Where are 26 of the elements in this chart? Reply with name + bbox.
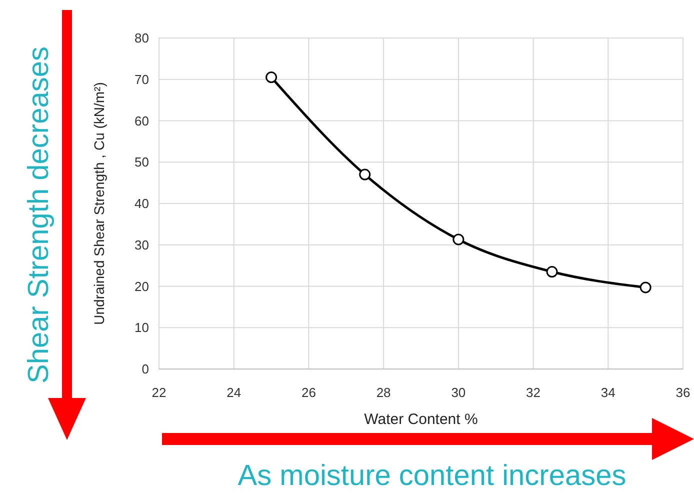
x-axis-title: Water Content % — [364, 411, 478, 428]
x-tick-label: 34 — [600, 385, 616, 400]
point — [359, 168, 371, 180]
point — [546, 266, 558, 278]
point — [640, 282, 652, 294]
x-tick-label: 28 — [376, 385, 391, 400]
x-tick-label: 36 — [676, 385, 690, 400]
x-tick-label: 32 — [526, 385, 541, 400]
y-tick-label: 20 — [134, 278, 149, 294]
text: Shear Strength decreases — [23, 46, 55, 384]
x-tick-label: 26 — [301, 385, 316, 400]
y-tick-label: 50 — [134, 154, 149, 170]
x-tick-label: 30 — [451, 385, 466, 400]
y-tick-label: 0 — [142, 362, 149, 377]
point — [266, 72, 278, 84]
point — [452, 234, 464, 246]
y-tick-label: 30 — [134, 237, 149, 252]
y-tick-label: 70 — [134, 72, 149, 87]
y-tick-label: 10 — [134, 320, 149, 336]
y-tick-label: 40 — [134, 196, 149, 212]
y-tick-label: 60 — [134, 113, 149, 128]
x-tick-label: 24 — [226, 385, 242, 400]
y-tick-label: 80 — [134, 30, 149, 46]
y-axis-title: Undrained Shear Strength , Cu (kN/m²) — [91, 82, 107, 325]
text: As moisture content increases — [238, 460, 626, 492]
x-tick-label: 22 — [152, 385, 166, 400]
